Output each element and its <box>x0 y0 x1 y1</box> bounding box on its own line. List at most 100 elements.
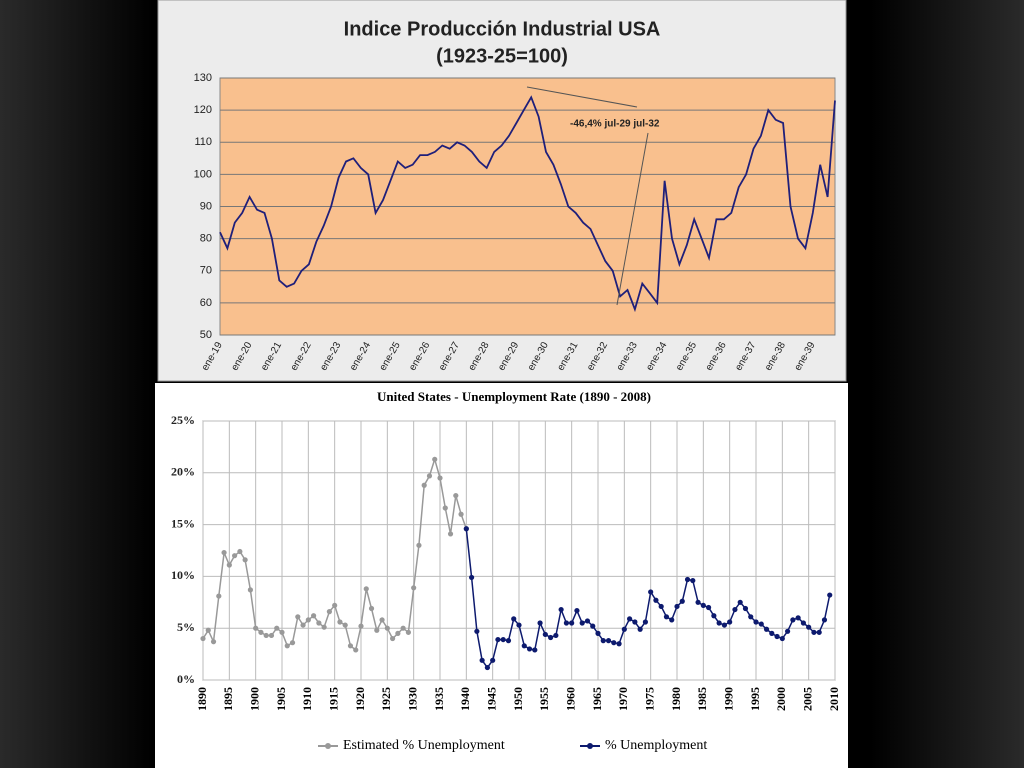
data-point <box>247 587 253 593</box>
data-point <box>437 475 443 481</box>
data-point <box>548 634 554 641</box>
data-point <box>210 639 217 645</box>
data-point <box>605 638 612 644</box>
data-point <box>321 624 327 630</box>
data-point <box>779 635 785 642</box>
data-point <box>316 620 322 626</box>
data-point <box>368 605 375 612</box>
y-tick-label: 25% <box>171 413 195 427</box>
y-tick-label: 20% <box>171 465 195 479</box>
data-point <box>584 618 591 624</box>
data-point <box>748 614 754 620</box>
x-tick-label: 1920 <box>353 687 367 711</box>
data-point <box>500 636 506 643</box>
y-tick-label: 90 <box>200 200 212 212</box>
legend-label: % Unemployment <box>605 738 707 753</box>
data-point <box>590 623 596 629</box>
x-tick-label: 1935 <box>432 687 446 711</box>
data-point <box>258 629 264 635</box>
data-point <box>400 625 406 631</box>
data-point <box>274 625 280 631</box>
data-point <box>716 620 722 626</box>
data-point <box>658 603 664 610</box>
data-point <box>800 620 807 626</box>
data-point <box>442 505 448 511</box>
y-tick-label: 70 <box>200 265 212 277</box>
data-point <box>721 622 728 628</box>
data-point <box>490 657 496 663</box>
x-tick-label: 2005 <box>800 687 814 711</box>
y-tick-label: 80 <box>200 233 212 245</box>
y-tick-label: 5% <box>177 620 195 634</box>
data-point <box>616 641 622 647</box>
data-point <box>390 635 396 642</box>
data-point <box>595 630 601 636</box>
x-tick-label: 1980 <box>669 687 683 711</box>
data-point <box>305 617 311 623</box>
production-chart: Indice Producción Industrial USA (1923-2… <box>157 0 847 382</box>
data-point <box>732 606 738 613</box>
data-line <box>465 528 831 669</box>
data-point <box>821 617 828 623</box>
x-tick-label: 2000 <box>774 687 788 711</box>
data-point <box>537 620 543 626</box>
data-point <box>763 626 770 632</box>
x-tick-label: 1990 <box>721 687 735 711</box>
data-point <box>637 626 643 632</box>
data-point <box>569 620 575 626</box>
data-point <box>542 631 548 638</box>
data-point <box>200 635 206 642</box>
data-point <box>374 627 380 633</box>
data-point <box>700 602 706 609</box>
data-point <box>358 623 364 629</box>
data-point <box>268 632 275 639</box>
data-point <box>216 593 222 599</box>
y-tick-label: 130 <box>194 72 212 84</box>
data-point <box>811 629 817 635</box>
x-tick-label: 1915 <box>326 687 340 711</box>
x-tick-label: 1985 <box>695 687 709 711</box>
data-point <box>632 619 638 625</box>
data-point <box>332 602 338 609</box>
x-tick-label: 1970 <box>616 687 630 711</box>
data-point <box>453 492 459 499</box>
data-point <box>553 632 559 639</box>
data-point <box>621 626 627 632</box>
data-point <box>226 562 232 568</box>
x-tick-label: 1910 <box>300 687 314 711</box>
data-point <box>663 614 670 620</box>
x-tick-label: 1975 <box>642 687 656 711</box>
data-point <box>505 638 512 644</box>
y-tick-label: 110 <box>194 136 212 148</box>
data-point <box>458 511 464 517</box>
unemployment-chart: United States - Unemployment Rate (1890 … <box>155 383 848 768</box>
data-point <box>642 619 649 625</box>
x-tick-label: 1950 <box>511 687 525 711</box>
data-point <box>474 628 480 634</box>
data-point <box>816 629 822 635</box>
data-point <box>653 597 659 603</box>
y-tick-label: 15% <box>171 516 195 530</box>
data-point <box>679 598 685 604</box>
data-point <box>563 620 570 626</box>
y-tick-label: 50 <box>200 329 212 341</box>
data-point <box>395 630 401 636</box>
annotation-line <box>526 86 638 108</box>
x-tick-label: 1965 <box>590 687 604 711</box>
chart-title: United States - Unemployment Rate (1890 … <box>377 389 651 404</box>
data-point <box>416 542 422 548</box>
data-point <box>279 629 285 635</box>
data-point <box>574 607 580 614</box>
data-point <box>532 647 538 653</box>
chart-subtitle: (1923-25=100) <box>436 45 568 67</box>
data-point <box>600 638 606 644</box>
x-tick-label: 1995 <box>748 687 762 711</box>
chart-title: Indice Producción Industrial USA <box>344 18 661 40</box>
data-point <box>516 622 522 628</box>
x-tick-label: 1930 <box>405 687 419 711</box>
data-point <box>300 622 306 628</box>
x-tick-label: 1890 <box>195 687 209 711</box>
data-point <box>774 633 780 640</box>
data-point <box>311 613 317 619</box>
